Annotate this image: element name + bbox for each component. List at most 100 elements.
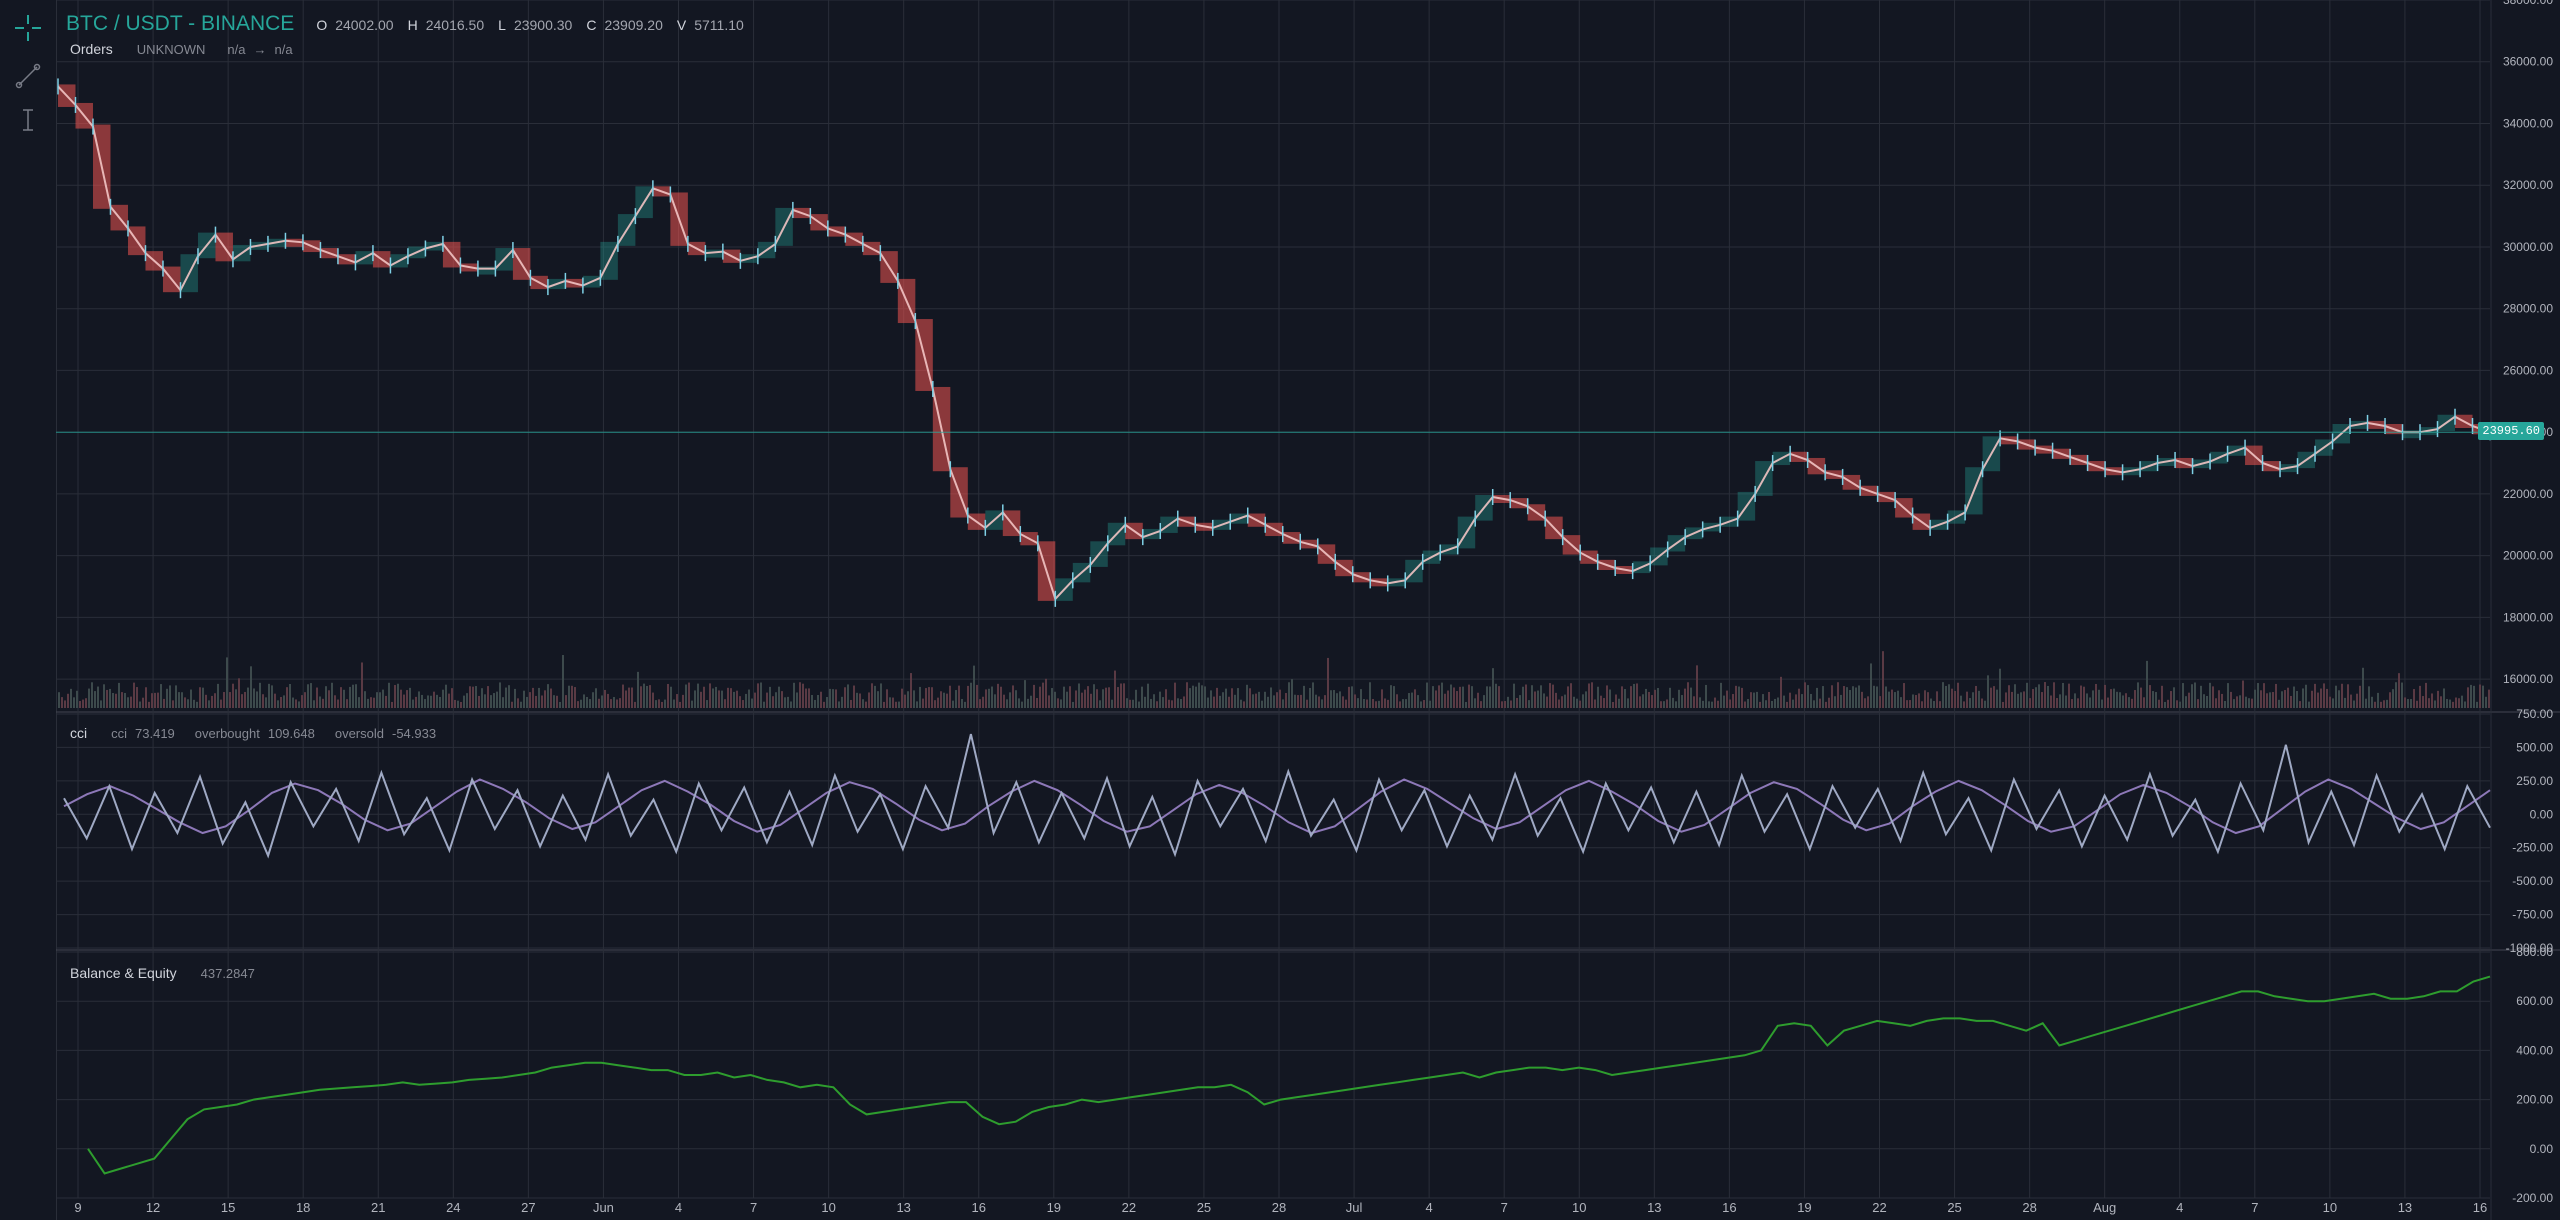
volume-bar [556,695,558,708]
volume-bar [2041,692,2043,708]
volume-bar [529,692,531,708]
volume-bar [127,697,129,708]
volume-bar [2269,692,2271,708]
volume-bar [94,691,96,708]
volume-bar [256,691,258,708]
volume-bar [736,690,738,708]
volume-bar [1900,697,1902,708]
price-candle [285,238,303,247]
volume-bar [2164,701,2166,708]
volume-bar [1507,696,1509,708]
volume-bar [421,694,423,708]
volume-bar [892,697,894,708]
volume-bar [883,701,885,708]
volume-bar [502,697,504,708]
volume-bar [1921,701,1923,708]
volume-bar [631,687,633,708]
volume-bar [2293,686,2295,708]
volume-bar [1981,698,1983,708]
volume-bar [2470,684,2472,708]
volume-bar [739,696,741,708]
volume-bar [832,689,834,708]
volume-bar [337,699,339,708]
symbol-title[interactable]: BTC / USDT - BINANCE [66,12,295,35]
volume-bar [1606,685,1608,708]
volume-bar [790,701,792,708]
volume-bar [895,701,897,708]
volume-bar [2290,695,2292,708]
volume-bar [919,686,921,708]
trendline-icon[interactable] [12,60,44,92]
volume-bar [1129,699,1131,708]
volume-bar [598,698,600,708]
volume-bar [1177,698,1179,708]
volume-bar [166,688,168,708]
crosshair-icon[interactable] [12,12,44,44]
volume-bar [244,691,246,708]
volume-bar [1285,693,1287,708]
volume-bar [778,686,780,708]
volume-bar [289,683,291,708]
volume-bar [592,692,594,708]
volume-bar [2458,698,2460,708]
volume-bar [2020,692,2022,708]
volume-bar [2140,687,2142,708]
volume-bar [2167,699,2169,708]
volume-bar [2248,698,2250,708]
x-tick-label: Jun [593,1200,614,1215]
volume-bar [1903,683,1905,708]
volume-bar [2176,700,2178,708]
volume-bar [2011,691,2013,708]
volume-bar [406,690,408,708]
volume-bar [1891,689,1893,708]
volume-bar [2113,688,2115,708]
volume-bar [145,687,147,708]
text-cursor-icon[interactable] [12,104,44,136]
volume-bar [64,700,66,708]
volume-bar [2239,695,2241,708]
equity-name[interactable]: Balance & Equity [70,965,177,981]
volume-bar [1672,697,1674,708]
volume-bar [850,699,852,708]
volume-bar [2464,701,2466,708]
volume-bar [667,683,669,708]
volume-bar [130,696,132,708]
volume-bar [304,692,306,708]
volume-bar [472,686,474,708]
volume-bar [490,695,492,708]
volume-bar [1801,694,1803,708]
volume-bar [322,698,324,708]
volume-bar [181,692,183,708]
volume-bar [331,682,333,708]
volume-bar [2005,692,2007,708]
volume-bar [2278,699,2280,708]
cci-name[interactable]: cci [70,725,88,741]
volume-bar [61,697,63,708]
volume-bar [1114,670,1116,708]
volume-bar [1012,685,1014,708]
volume-bar [526,696,528,708]
volume-bar [2344,697,2346,708]
volume-bar [439,696,441,708]
volume-bar [2455,697,2457,708]
volume-bar [1072,701,1074,708]
orders-label[interactable]: Orders [70,41,113,57]
volume-bar [478,695,480,708]
volume-bar [763,701,765,708]
y-tick-label: 32000.00 [2503,178,2553,192]
volume-bar [1288,682,1290,708]
volume-bar [1387,699,1389,708]
volume-bar [1471,686,1473,708]
volume-bar [604,689,606,708]
volume-bar [1384,698,1386,708]
volume-bar [589,699,591,708]
volume-bar [1378,700,1380,708]
volume-bar [2158,699,2160,708]
volume-bar [2128,697,2130,708]
volume-bar [853,685,855,708]
volume-bar [766,692,768,708]
volume-bar [2188,692,2190,708]
volume-bar [946,693,948,708]
volume-bar [940,691,942,708]
